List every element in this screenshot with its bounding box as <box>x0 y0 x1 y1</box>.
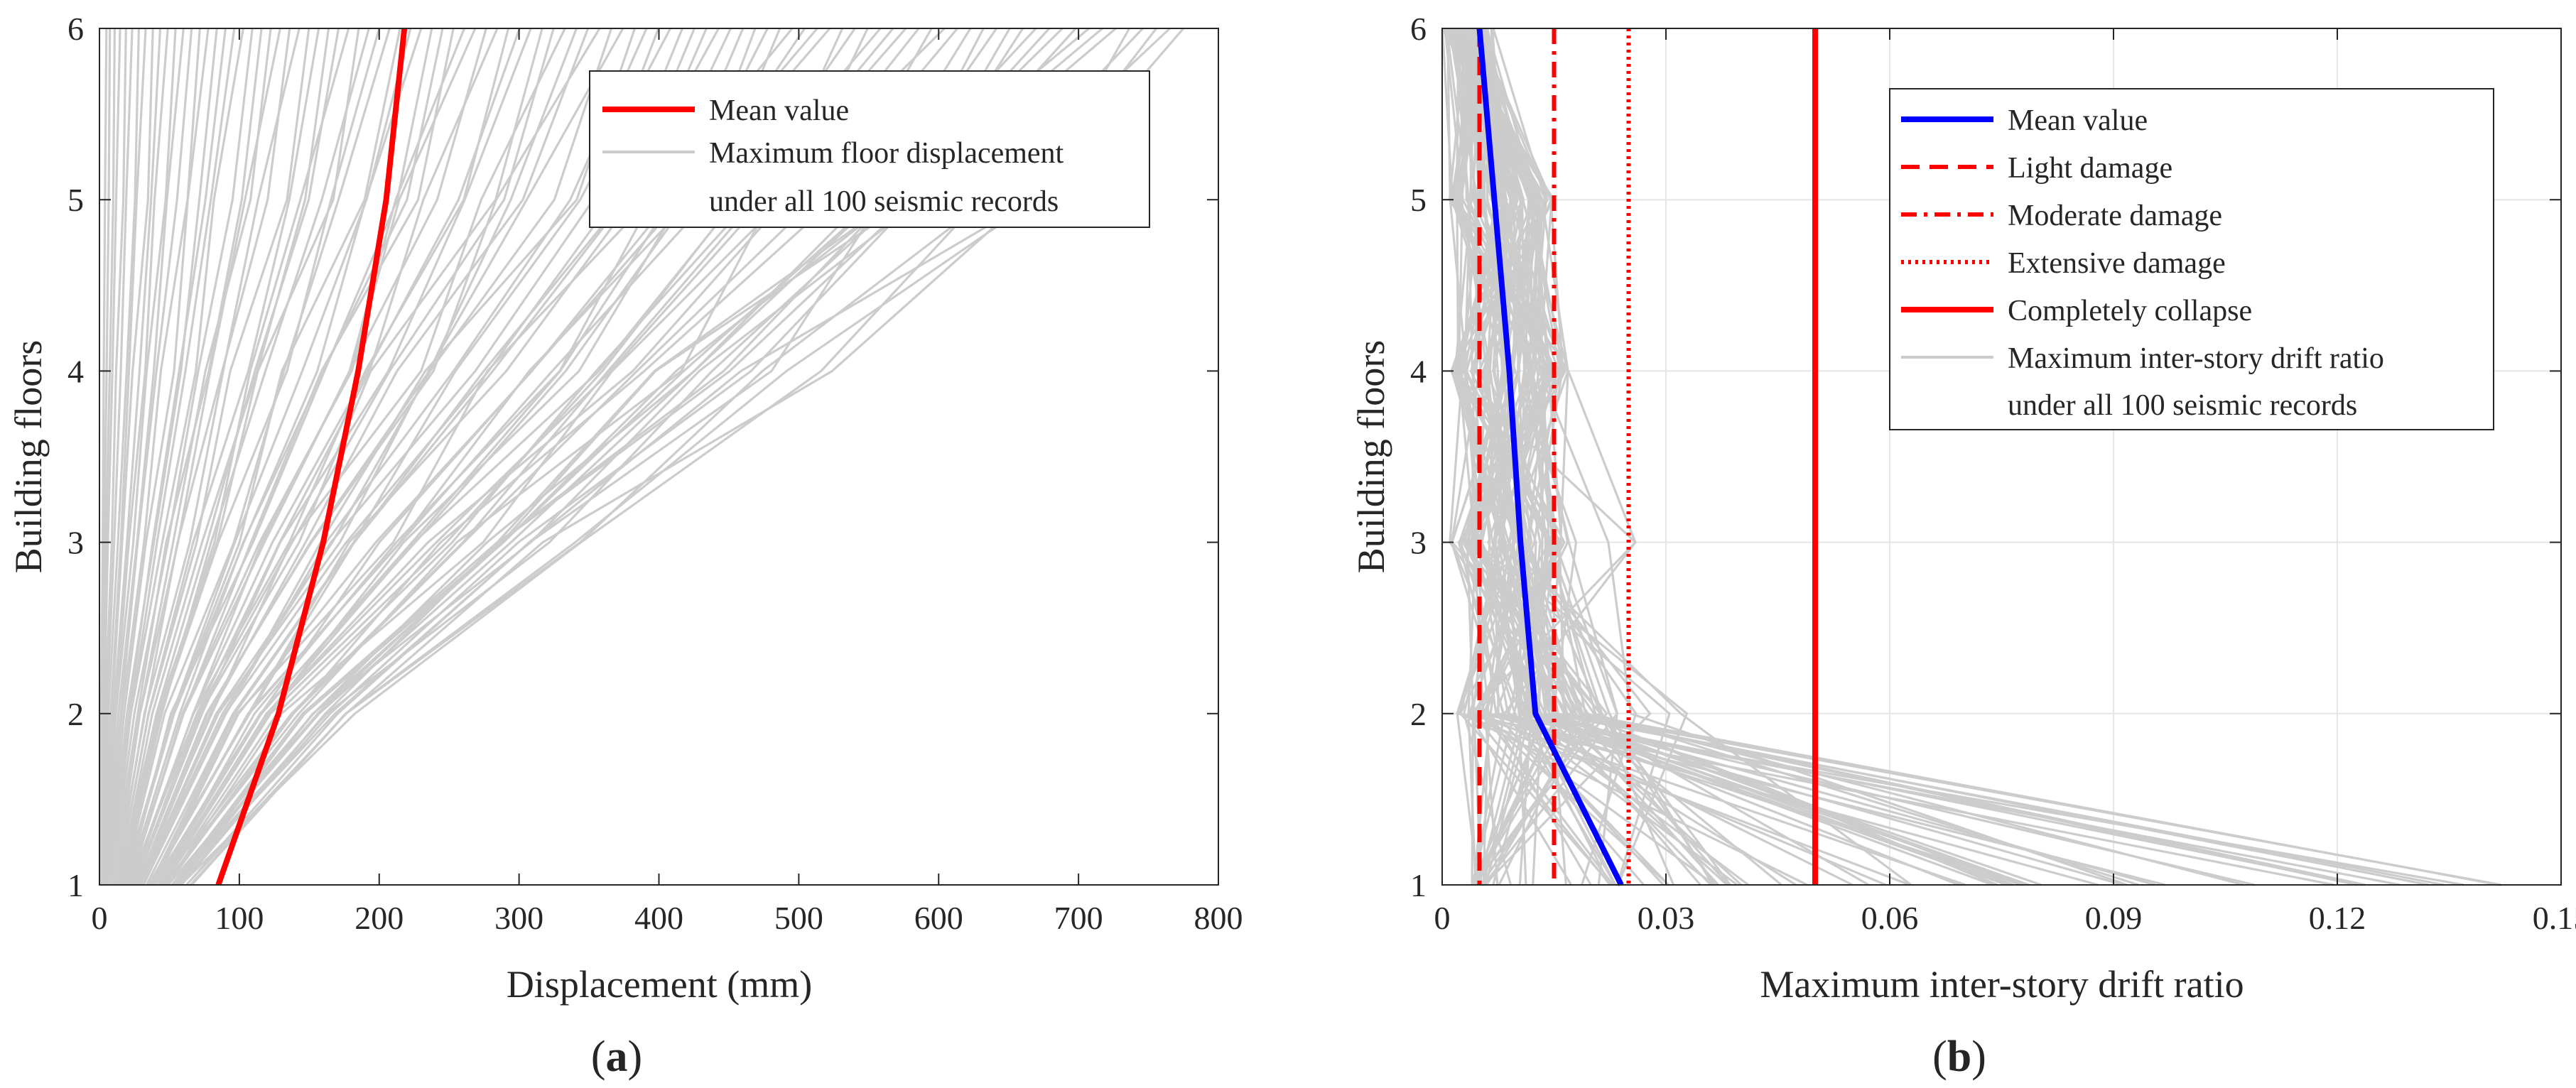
record-line <box>1456 28 1728 886</box>
record-line <box>121 28 391 886</box>
record-line <box>110 28 263 886</box>
legend-label-extensive-b: Extensive damage <box>2008 247 2226 280</box>
record-line <box>1481 28 1547 886</box>
x-tick-label: 0.15 <box>2533 900 2576 936</box>
x-tick-label: 600 <box>914 900 963 936</box>
x-tick-label: 300 <box>494 900 543 936</box>
record-line <box>120 28 370 886</box>
legend-box-b <box>1889 88 2494 430</box>
legend-label-records-line2-b: under all 100 seismic records <box>2008 389 2357 422</box>
record-line <box>114 28 281 886</box>
panel-letter-b: b <box>1947 1033 1971 1081</box>
x-tick-label: 100 <box>215 900 264 936</box>
x-tick-label: 400 <box>634 900 683 936</box>
panel-letter-a: a <box>606 1033 628 1081</box>
y-axis-label-a: Building floors <box>7 340 50 574</box>
record-line <box>109 28 244 886</box>
y-tick-label: 1 <box>67 867 84 903</box>
record-line <box>139 28 613 886</box>
legend-label-records-b: Maximum inter-story drift ratio <box>2008 342 2384 375</box>
record-line <box>109 28 254 886</box>
record-line <box>104 28 177 886</box>
legend-a: Mean value Maximum floor displacement un… <box>589 70 1150 228</box>
y-tick-label: 3 <box>1410 525 1427 561</box>
record-line <box>1469 28 1669 886</box>
record-line <box>1446 28 1993 886</box>
legend-b: Mean value Light damage Moderate damage … <box>1889 88 2494 430</box>
mean-value-line <box>1476 28 1624 886</box>
record-line <box>106 28 201 886</box>
record-line <box>105 28 185 886</box>
record-line <box>128 28 499 886</box>
record-line <box>107 28 210 886</box>
legend-label-moderate-b: Moderate damage <box>2008 200 2222 232</box>
x-tick-label: 0.12 <box>2309 900 2366 936</box>
record-line <box>103 28 162 886</box>
record-line <box>1446 28 2500 886</box>
legend-label-collapse-b: Completely collapse <box>2008 295 2252 327</box>
record-line <box>109 28 227 886</box>
mean-line-a <box>215 28 408 886</box>
x-tick-label: 0 <box>1434 900 1451 936</box>
record-line <box>126 28 433 886</box>
record-line <box>119 28 381 886</box>
record-line <box>116 28 320 886</box>
x-axis-label-a: Displacement (mm) <box>507 963 812 1006</box>
y-axis-label-b: Building floors <box>1350 340 1392 574</box>
y-tick-label: 5 <box>67 182 84 218</box>
record-line <box>1450 28 1652 886</box>
legend-label-mean-b: Mean value <box>2008 104 2148 137</box>
x-axis-label-b: Maximum inter-story drift ratio <box>1760 963 2244 1006</box>
panel-label-b: (b) <box>1932 1033 1986 1081</box>
record-line <box>107 28 218 886</box>
record-line <box>102 28 154 886</box>
record-line <box>123 28 423 886</box>
legend-label-mean-a: Mean value <box>709 94 849 127</box>
y-tick-label: 3 <box>67 525 84 561</box>
y-tick-label: 2 <box>67 696 84 732</box>
panel-b: 0 0.03 0.06 0.09 0.12 0.15 1 2 3 4 5 6 Maximum inte… <box>1350 11 2576 1081</box>
panel-a: 0 100 200 300 400 500 600 700 800 1 2 3 4 5 6 Displace… <box>7 11 1243 1081</box>
legend-label-light-b: Light damage <box>2008 152 2172 185</box>
record-line <box>1453 28 1527 886</box>
record-line <box>132 28 543 886</box>
axes-box-b <box>1441 28 2562 886</box>
record-line <box>1457 28 1701 886</box>
record-line <box>131 28 521 886</box>
mean-line-b <box>1476 28 1624 886</box>
y-tick-label: 4 <box>67 353 84 389</box>
record-line <box>1456 28 1637 886</box>
legend-label-records-line2-a: under all 100 seismic records <box>709 185 1059 218</box>
x-tick-label: 0 <box>92 900 108 936</box>
legend-box-a <box>589 70 1150 228</box>
record-line <box>100 28 127 886</box>
x-tick-label: 0.06 <box>1861 900 1919 936</box>
x-tick-label: 500 <box>774 900 823 936</box>
ticks-b: 0 0.03 0.06 0.09 0.12 0.15 1 2 3 4 5 6 <box>1410 11 2576 936</box>
y-tick-label: 5 <box>1410 182 1427 218</box>
x-tick-label: 0.03 <box>1638 900 1695 936</box>
y-tick-label: 6 <box>67 11 84 47</box>
damage-thresholds-b <box>1477 28 1818 885</box>
record-line <box>1473 28 1716 886</box>
record-line <box>101 28 134 886</box>
ticks-a: 0 100 200 300 400 500 600 700 800 1 2 3 4 5 6 <box>67 11 1243 936</box>
x-tick-label: 0.09 <box>2085 900 2143 936</box>
y-tick-label: 1 <box>1410 867 1427 903</box>
y-tick-label: 2 <box>1410 696 1427 732</box>
mean-value-line <box>215 28 408 886</box>
record-line <box>139 28 624 886</box>
record-line <box>102 28 140 886</box>
record-line <box>114 28 301 886</box>
x-tick-label: 200 <box>355 900 404 936</box>
y-tick-label: 4 <box>1410 353 1427 389</box>
x-tick-label: 800 <box>1194 900 1243 936</box>
y-tick-label: 6 <box>1410 11 1427 47</box>
panel-label-a: (a) <box>591 1033 642 1081</box>
legend-label-records-a: Maximum floor displacement <box>709 137 1064 170</box>
x-tick-label: 700 <box>1054 900 1103 936</box>
record-line <box>138 28 590 886</box>
